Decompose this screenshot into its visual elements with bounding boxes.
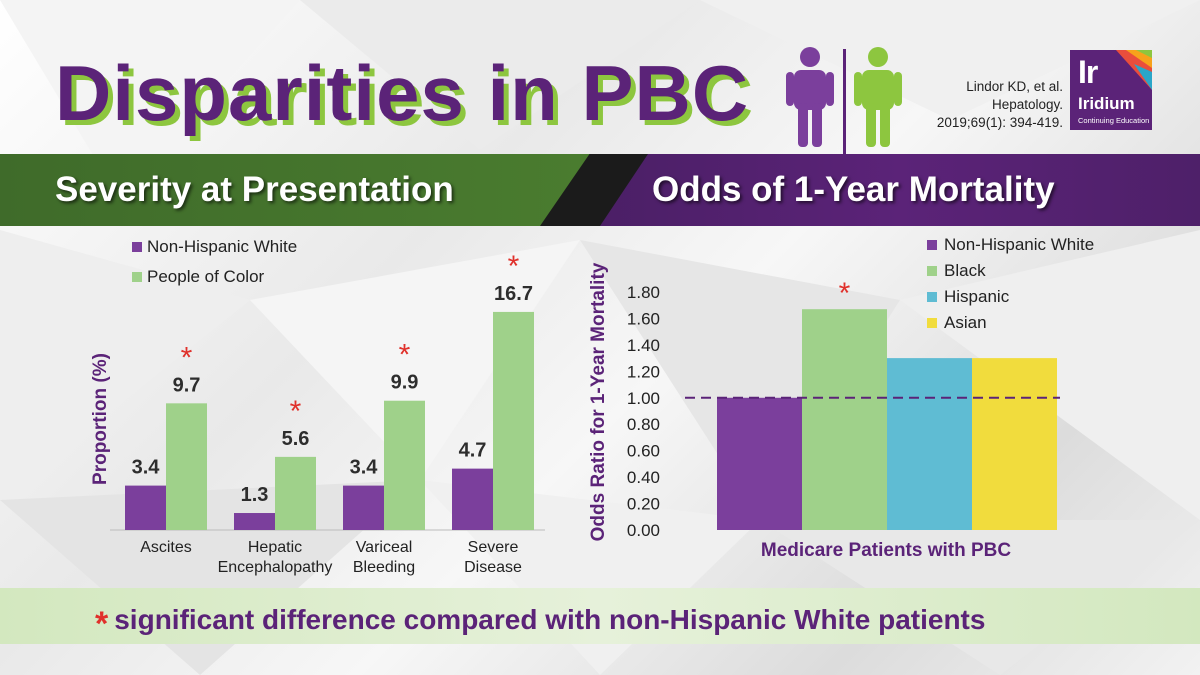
- chart-legend: Non-Hispanic White People of Color: [132, 237, 297, 286]
- bar: [166, 403, 207, 530]
- x-tick-labels: Ascites Hepatic Encephalopathy Variceal Blee…: [140, 539, 522, 576]
- y-tick-label: 1.60: [627, 309, 660, 328]
- data-label: 5.6: [282, 428, 310, 450]
- legend-label: Non-Hispanic White: [147, 237, 297, 256]
- chart-legend: Non-Hispanic White Black Hispanic Asian: [927, 235, 1094, 332]
- legend-swatch: [927, 266, 937, 276]
- y-tick-label: 1.20: [627, 362, 660, 381]
- y-tick-label: 0.20: [627, 495, 660, 514]
- legend-label: People of Color: [147, 267, 265, 286]
- bar: [802, 309, 887, 530]
- significance-star: *: [839, 277, 851, 310]
- y-tick-labels: 0.00 0.20 0.40 0.60 0.80 1.00 1.20 1.40 1.60 1.80: [627, 283, 660, 540]
- x-axis-label: Medicare Patients with PBC: [761, 540, 1012, 561]
- data-label: 3.4: [132, 457, 161, 479]
- bar: [452, 468, 493, 530]
- severity-chart: Non-Hispanic White People of Color Propor…: [90, 237, 545, 576]
- bar: [234, 513, 275, 530]
- banner-right-bg: [600, 154, 1200, 226]
- legend-label: Asian: [944, 313, 987, 332]
- iridium-logo: Ir Iridium Continuing Education: [1070, 50, 1152, 130]
- significance-star: *: [290, 395, 302, 428]
- footnote: * significant difference compared with no…: [95, 599, 986, 643]
- bar: [343, 485, 384, 530]
- footnote-text: significant difference compared with non…: [114, 604, 986, 635]
- mortality-chart: Odds Ratio for 1-Year Mortality 0.00 0.20…: [588, 235, 1094, 561]
- bars: *: [717, 277, 1057, 530]
- legend-swatch: [927, 292, 937, 302]
- legend-swatch: [132, 272, 142, 282]
- logo-mosaic-icon: [1116, 50, 1152, 90]
- data-label: 9.7: [173, 374, 201, 396]
- citation-line: Hepatology.: [991, 97, 1063, 112]
- bar: [384, 400, 425, 530]
- citation-line: 2019;69(1): 394-419.: [936, 115, 1063, 130]
- x-tick-label: Severe: [468, 539, 519, 556]
- y-tick-label: 1.40: [627, 336, 660, 355]
- people-icon: [786, 47, 902, 155]
- x-tick-label: Hepatic: [248, 539, 302, 556]
- banner-left-title: Severity at Presentation: [55, 170, 454, 209]
- x-tick-label: Variceal: [356, 539, 413, 556]
- legend-swatch: [927, 240, 937, 250]
- page-title: Disparities in PBC: [55, 49, 750, 137]
- y-axis-label: Proportion (%): [90, 353, 111, 485]
- bar: [717, 397, 802, 530]
- logo-subtitle: Continuing Education: [1078, 116, 1150, 125]
- x-tick-label: Disease: [464, 559, 522, 576]
- data-label: 16.7: [494, 283, 533, 305]
- y-tick-label: 1.00: [627, 389, 660, 408]
- logo-name: Iridium: [1078, 94, 1135, 113]
- citation-line: Lindor KD, et al.: [966, 79, 1063, 94]
- y-tick-label: 0.00: [627, 521, 660, 540]
- x-tick-label: Encephalopathy: [218, 559, 333, 576]
- significance-star: *: [95, 605, 109, 643]
- legend-label: Black: [944, 261, 986, 280]
- x-tick-label: Bleeding: [353, 559, 415, 576]
- y-tick-label: 0.60: [627, 442, 660, 461]
- banner-right-title: Odds of 1-Year Mortality: [652, 170, 1055, 209]
- y-tick-label: 1.80: [627, 283, 660, 302]
- bars: 3.49.7*1.35.6*3.49.9*4.716.7*: [125, 250, 534, 530]
- data-label: 3.4: [350, 457, 379, 479]
- citation: Lindor KD, et al. Hepatology. 2019;69(1)…: [905, 78, 1063, 132]
- significance-star: *: [508, 250, 520, 283]
- section-banner: Severity at Presentation Odds of 1-Year …: [0, 154, 1200, 226]
- y-axis-label: Odds Ratio for 1-Year Mortality: [588, 262, 609, 541]
- data-label: 1.3: [241, 484, 269, 506]
- bar: [125, 485, 166, 530]
- data-label: 9.9: [391, 372, 419, 394]
- y-tick-label: 0.40: [627, 468, 660, 487]
- bar: [887, 358, 972, 530]
- significance-star: *: [399, 339, 411, 372]
- x-tick-label: Ascites: [140, 539, 192, 556]
- y-tick-label: 0.80: [627, 415, 660, 434]
- footnote-band: [0, 588, 1200, 644]
- banner-left-bg: [0, 154, 590, 226]
- logo-abbr: Ir: [1078, 54, 1098, 90]
- legend-swatch: [132, 242, 142, 252]
- legend-swatch: [927, 318, 937, 328]
- legend-label: Non-Hispanic White: [944, 235, 1094, 254]
- data-label: 4.7: [459, 440, 487, 462]
- legend-label: Hispanic: [944, 287, 1010, 306]
- bar: [275, 456, 316, 530]
- bar: [972, 358, 1057, 530]
- significance-star: *: [181, 341, 193, 374]
- bar: [493, 311, 534, 530]
